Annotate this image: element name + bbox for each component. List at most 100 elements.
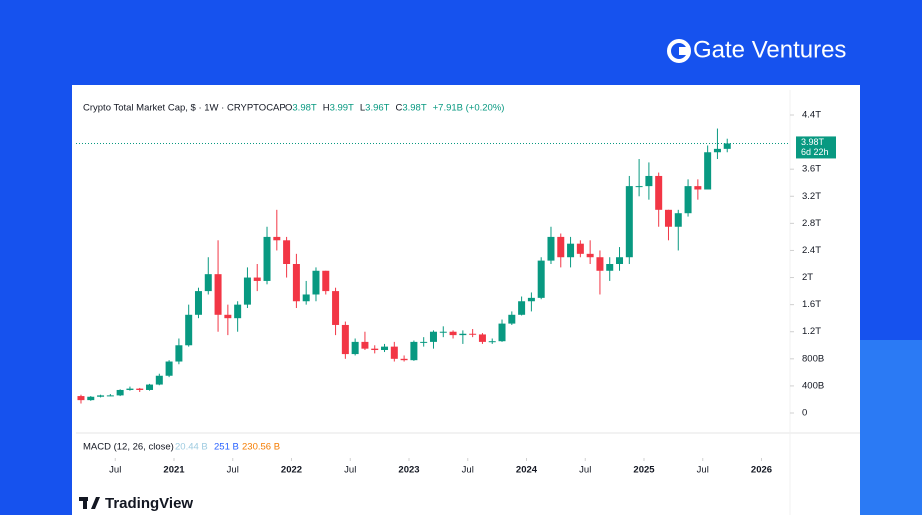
header-change: +7.91B (+0.20%) [433,103,505,114]
candle-body [146,384,154,390]
candle-body [498,323,506,342]
candle-body [292,264,300,302]
candle-body [704,152,712,190]
candle-body [361,341,369,349]
candle-body [645,175,653,187]
candle-body [586,253,594,258]
y-tick-label: 1.6T [802,299,821,310]
candle-body [713,148,721,153]
x-tick-label: 2026 [751,465,772,476]
candle-body [547,236,555,261]
y-tick-label: 2T [802,272,813,283]
header-o-key: O [285,103,292,114]
candle-body [175,345,183,362]
header-h-key: H [323,103,330,114]
hist-value: 230.56 B [242,442,280,453]
footer-brand: TradingView [105,495,193,512]
candle-body [527,297,535,302]
candle-body [518,301,526,315]
candle-body [224,314,232,319]
candle-body [371,348,379,351]
x-tick-label: Jul [462,465,474,476]
candle-body [429,331,437,342]
candle-body [400,358,408,361]
y-tick-label: 3.2T [802,191,821,202]
candle-body [106,395,114,397]
chart-card [72,85,860,515]
brand: Gate Ventures [693,36,846,63]
candle-body [243,277,251,305]
header: Crypto Total Market Cap, $ · 1W · CRYPTO… [83,103,504,114]
logo-icon [667,39,691,63]
header-c: 3.98T [402,103,426,114]
candle-body [488,341,496,343]
candle-body [351,341,359,355]
candle-body [341,324,349,355]
x-tick-label: 2021 [163,465,185,476]
candle-body [723,143,731,149]
candle-body [537,260,545,298]
x-tick-label: 2025 [633,465,655,476]
candle-body [136,388,144,390]
y-tick-label: 1.2T [802,326,821,337]
y-tick-label: 4.4T [802,110,821,121]
x-tick-label: 2023 [398,465,419,476]
tv-logo [79,497,100,509]
x-tick-label: 2024 [516,465,538,476]
candle-body [635,186,643,188]
x-tick-label: Jul [227,465,239,476]
candle-body [155,375,163,385]
candle-body [439,331,447,333]
candle-body [302,294,310,302]
header-c-key: C [395,103,402,114]
candle-body [596,257,604,271]
macd-value: 20.44 B [175,442,208,453]
candle-body [625,186,633,258]
y-tick-label: 0 [802,408,807,419]
candle-body [449,331,457,336]
candle-body [557,236,565,258]
y-tick-label: 3.6T [802,164,821,175]
candle-body [283,240,291,264]
background-accent [860,340,922,515]
candle-body [508,314,516,324]
y-tick-label: 800B [802,353,824,364]
y-tick-label: 2.4T [802,245,821,256]
candle-body [97,395,105,397]
candle-body [126,388,134,390]
candle-body [165,361,173,376]
candle-body [312,270,320,295]
candle-body [410,341,418,361]
candle-body [381,346,389,351]
candle-body [478,334,486,342]
signal-value: 251 B [214,442,239,453]
candle-body [214,274,222,315]
candle-body [576,243,584,254]
candle-body [664,209,672,227]
price-tag [796,136,836,159]
candle-body [234,304,242,319]
candle-body [469,333,477,335]
candle-body [616,257,624,264]
header-l-key: L [360,103,365,114]
candle-body [684,186,692,214]
candle-body [116,389,124,396]
candle-body [567,243,575,258]
candle-body [420,341,428,343]
candle-body [263,236,271,281]
header-l: 3.96T [365,103,389,114]
y-tick-label: 400B [802,380,824,391]
header-h: 3.99T [330,103,354,114]
y-tick-label: 2.8T [802,218,821,229]
x-tick-label: Jul [579,465,591,476]
header-o: 3.98T [292,103,316,114]
candle-body [194,291,202,315]
candle-body [204,274,212,292]
candle-body [606,264,614,271]
x-tick-label: Jul [109,465,121,476]
candle-body [390,346,398,359]
price-tag-label: 3.98T [801,137,825,147]
candle-body [185,314,193,346]
candle-body [273,236,281,241]
